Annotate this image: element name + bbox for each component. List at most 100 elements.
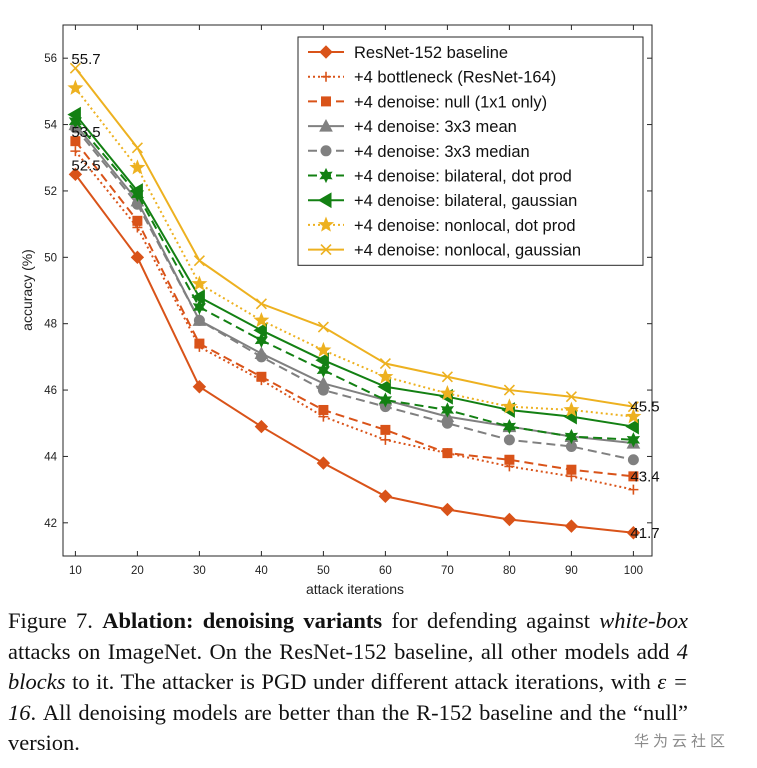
- data-point: [502, 512, 517, 527]
- legend-label: +4 bottleneck (ResNet-164): [354, 69, 556, 87]
- x-tick-label: 40: [255, 565, 268, 577]
- series-line: [74, 127, 634, 461]
- caption-italic-2: 4 blocks: [8, 638, 688, 695]
- series-0: [68, 167, 641, 540]
- x-axis-label: attack iterations: [306, 581, 404, 597]
- data-point: [441, 371, 453, 383]
- series-layer: [67, 62, 642, 540]
- series-line: [74, 87, 634, 418]
- legend-label: +4 denoise: bilateral, dot prod: [354, 168, 572, 186]
- data-point: [132, 215, 143, 226]
- data-point: [564, 519, 579, 533]
- data-point: [255, 351, 267, 363]
- caption-text-2: attacks on ImageNet. On the ResNet-152 b…: [8, 638, 677, 664]
- value-annotation: 43.4: [630, 468, 659, 485]
- series-line: [74, 150, 634, 491]
- value-annotation: 53.5: [71, 124, 100, 141]
- legend: ResNet-152 baseline +4 bottleneck (ResNet…: [297, 36, 644, 266]
- legend-label: +4 denoise: nonlocal, gaussian: [354, 242, 581, 260]
- legend-marker: [318, 192, 332, 209]
- data-point: [193, 255, 205, 267]
- data-point: [192, 299, 207, 315]
- data-point: [129, 159, 146, 175]
- data-point: [67, 79, 84, 95]
- data-point: [193, 314, 205, 326]
- legend-label: +4 denoise: 3x3 median: [354, 143, 530, 161]
- y-axis-label: accuracy (%): [19, 249, 35, 331]
- data-point: [626, 432, 641, 448]
- data-point: [254, 332, 269, 348]
- data-point: [255, 298, 267, 310]
- data-point: [627, 454, 639, 466]
- data-point: [316, 456, 331, 470]
- data-point: [625, 418, 639, 435]
- data-point: [130, 250, 145, 265]
- x-tick-label: 50: [317, 565, 330, 577]
- series-line: [74, 120, 634, 441]
- data-point: [378, 392, 393, 408]
- series-4: [69, 122, 639, 466]
- data-point: [377, 368, 394, 384]
- data-point: [377, 378, 391, 395]
- data-point: [441, 417, 453, 429]
- line-chart: 42 44 46 48 50 52 54 56 10 20 30 40 50 60 70 80 90 100 a…: [19, 24, 660, 597]
- data-point: [191, 289, 205, 306]
- data-point: [317, 384, 329, 396]
- data-point: [625, 408, 642, 424]
- data-point: [626, 526, 641, 540]
- y-tick-label: 48: [44, 319, 57, 331]
- data-point: [253, 322, 267, 339]
- legend-marker: [320, 244, 332, 256]
- data-point: [68, 167, 83, 182]
- legend-item-7: +4 denoise: nonlocal, dot prod: [308, 216, 576, 235]
- y-tick-label: 46: [44, 385, 57, 397]
- data-point: [131, 142, 143, 154]
- data-point: [380, 434, 391, 445]
- legend-box: [297, 36, 644, 266]
- data-point: [317, 321, 329, 333]
- figure-label: Figure 7.: [8, 608, 93, 633]
- y-tick-label: 42: [44, 518, 57, 530]
- data-point: [627, 401, 639, 413]
- legend-label: +4 denoise: bilateral, gaussian: [354, 192, 577, 210]
- legend-item-5: +4 denoise: bilateral, dot prod: [308, 168, 572, 186]
- series-line: [74, 140, 634, 478]
- data-point: [129, 183, 143, 199]
- legend-marker: [319, 45, 333, 59]
- legend-marker: [320, 145, 332, 157]
- caption-text-3: to it. The attacker is PGD under differe…: [65, 669, 658, 694]
- y-axis: 42 44 46 48 50 52 54 56: [44, 53, 652, 530]
- data-point: [503, 384, 515, 396]
- y-tick-label: 52: [44, 186, 57, 198]
- x-tick-label: 20: [131, 565, 144, 577]
- data-point: [378, 489, 393, 503]
- value-annotation: 55.7: [71, 51, 100, 68]
- data-point: [69, 62, 81, 74]
- legend-label: ResNet-152 baseline: [354, 44, 508, 62]
- x-tick-label: 70: [441, 565, 454, 577]
- value-annotation: 41.7: [630, 525, 659, 542]
- caption-title: Ablation: denoising variants: [102, 608, 383, 633]
- data-point: [316, 362, 331, 378]
- data-point: [254, 419, 269, 434]
- figure-caption: Figure 7. Ablation: denoising variants f…: [8, 606, 688, 759]
- data-point: [501, 398, 518, 414]
- data-point: [379, 357, 391, 370]
- legend-item-1: +4 bottleneck (ResNet-164): [308, 69, 556, 87]
- x-tick-label: 100: [624, 565, 643, 577]
- series-5: [68, 113, 641, 448]
- y-tick-label: 54: [44, 120, 57, 132]
- data-point: [194, 338, 205, 349]
- data-point: [70, 146, 81, 157]
- data-point: [628, 471, 639, 482]
- legend-item-4: +4 denoise: 3x3 median: [308, 143, 530, 161]
- data-point: [565, 391, 577, 403]
- data-point: [564, 428, 579, 445]
- caption-epsilon: ε = 16: [8, 669, 688, 725]
- legend-item-0: ResNet-152 baseline: [308, 44, 508, 62]
- annotation-layer: 55.7 53.5 52.5 45.5 43.4 41.7: [71, 51, 659, 542]
- data-point: [440, 502, 455, 517]
- data-point: [67, 106, 81, 123]
- data-point: [502, 418, 517, 435]
- legend-marker: [321, 71, 331, 82]
